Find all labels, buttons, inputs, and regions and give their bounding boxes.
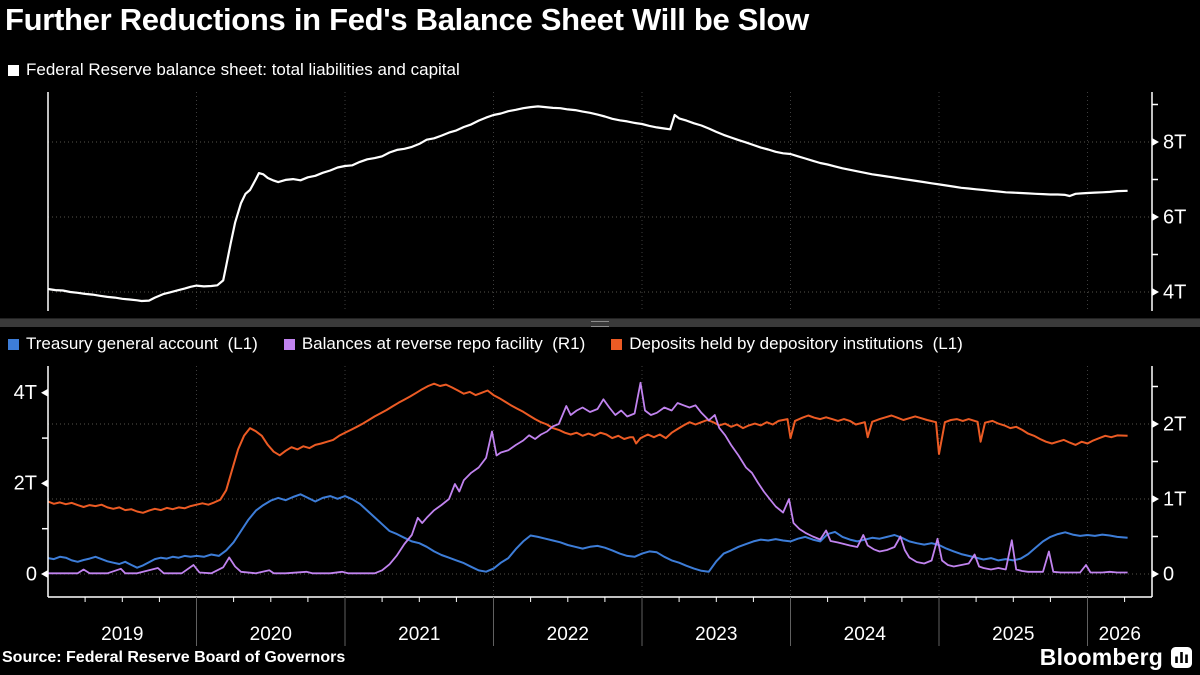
legend-label-total: Federal Reserve balance sheet: total lia… xyxy=(26,60,460,79)
bloomberg-wordmark: Bloomberg xyxy=(1039,644,1163,670)
svg-text:4T: 4T xyxy=(1163,281,1186,303)
svg-text:8T: 8T xyxy=(1163,131,1186,153)
svg-text:2021: 2021 xyxy=(398,624,440,645)
legend-item-deposits: Deposits held by depository institutions… xyxy=(611,334,963,354)
svg-text:0: 0 xyxy=(26,563,37,585)
legend-item-rrp: Balances at reverse repo facility (R1) xyxy=(283,334,586,354)
svg-text:2T: 2T xyxy=(1163,413,1186,435)
svg-text:2024: 2024 xyxy=(844,624,887,645)
svg-text:2026: 2026 xyxy=(1099,624,1141,645)
legend-label-deposits: Deposits held by depository institutions… xyxy=(629,334,963,353)
total-liabilities-swatch-icon xyxy=(8,64,19,76)
bloomberg-terminal-icon xyxy=(1171,647,1192,668)
page-title: Further Reductions in Fed's Balance Shee… xyxy=(5,2,809,37)
svg-text:0: 0 xyxy=(1163,563,1174,585)
svg-text:2023: 2023 xyxy=(695,624,737,645)
svg-text:4T: 4T xyxy=(14,382,37,404)
legend-label-rrp: Balances at reverse repo facility (R1) xyxy=(301,334,586,353)
svg-text:2022: 2022 xyxy=(547,624,589,645)
legend-label-tga: Treasury general account (L1) xyxy=(26,334,258,353)
deposits-swatch-icon xyxy=(611,338,623,350)
source-label: Source: Federal Reserve Board of Governo… xyxy=(2,649,346,666)
bottom-panel-legend: Treasury general account (L1) Balances a… xyxy=(8,334,963,354)
legend-item-tga: Treasury general account (L1) xyxy=(8,334,258,354)
panel-splitter[interactable] xyxy=(0,318,1200,327)
svg-text:2T: 2T xyxy=(14,473,37,495)
svg-text:2020: 2020 xyxy=(250,624,292,645)
svg-text:2025: 2025 xyxy=(992,624,1034,645)
splitter-grip-icon[interactable] xyxy=(591,321,609,327)
bloomberg-brand: Bloomberg xyxy=(1040,644,1192,671)
svg-text:2019: 2019 xyxy=(101,624,143,645)
svg-text:1T: 1T xyxy=(1163,488,1186,510)
rrp-swatch-icon xyxy=(283,338,295,350)
legend-item-total: Federal Reserve balance sheet: total lia… xyxy=(8,60,460,80)
tga-swatch-icon xyxy=(8,338,19,350)
top-panel-legend: Federal Reserve balance sheet: total lia… xyxy=(8,60,460,80)
svg-text:6T: 6T xyxy=(1163,206,1186,228)
